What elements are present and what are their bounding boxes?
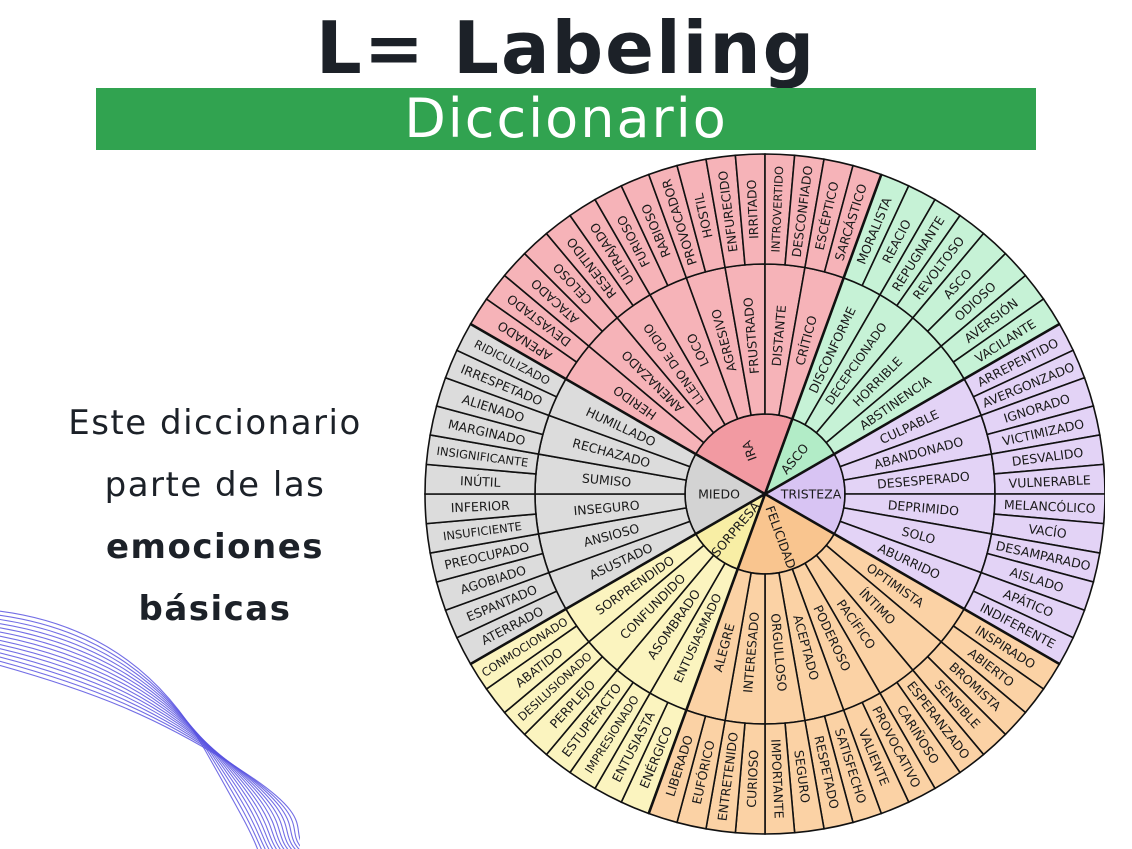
- emotion-group-label: INTERESADO: [740, 611, 762, 693]
- emotion-group-label: INSEGURO: [573, 497, 640, 518]
- wave-line: [0, 664, 300, 841]
- wave-line: [0, 644, 289, 849]
- side-text-bold-2: básicas: [138, 589, 292, 629]
- side-text-bold-1: emociones: [105, 527, 324, 567]
- side-text-line-1: Este diccionario: [68, 403, 362, 443]
- emotion-group-label: SUMISO: [581, 471, 632, 490]
- emotion-leaf-label: SEGURO: [791, 749, 813, 804]
- emotion-core-label: MIEDO: [698, 487, 740, 502]
- emotion-leaf-label: CURIOSO: [744, 749, 762, 808]
- subtitle-banner: Diccionario: [96, 88, 1036, 150]
- wave-line: [0, 623, 270, 849]
- emotion-group-label: FRUSTRADO: [740, 297, 762, 375]
- decorative-wave-lines: [0, 610, 300, 849]
- emotion-separator: [764, 322, 1061, 496]
- side-text-line-2: parte de las: [104, 465, 326, 505]
- emotion-wheel: IRAHERIDOAPENADODEVASTADOAMENAZADOATACAD…: [424, 153, 1105, 835]
- emotion-leaf-label: INFERIOR: [450, 498, 510, 516]
- emotion-separator: [469, 322, 766, 496]
- emotion-separator: [763, 174, 883, 495]
- emotion-leaf-label: INTROVERTIDO: [769, 166, 787, 253]
- emotion-leaf-label: MELANCÓLICO: [1004, 497, 1096, 516]
- emotion-leaf-label: IRRITADO: [744, 179, 762, 239]
- side-description: Este diccionario parte de las emociones …: [40, 392, 390, 640]
- emotion-leaf-vulnerable: [993, 463, 1105, 495]
- emotion-group-label: ORGULLOSO: [768, 613, 790, 693]
- wave-line: [0, 656, 300, 849]
- emotion-core-label: IRA: [739, 438, 760, 463]
- emotion-leaf-label: VULNERABLE: [1008, 472, 1091, 491]
- emotion-separator: [647, 493, 767, 814]
- emotion-leaf-label: INÚTIL: [460, 473, 501, 490]
- emotion-leaf-label: VACÍO: [1028, 521, 1068, 541]
- wave-line: [0, 614, 262, 849]
- emotion-separator: [469, 492, 766, 666]
- emotion-group-label: DISTANTE: [769, 304, 789, 367]
- emotion-separator: [764, 492, 1061, 666]
- emotion-core-label: TRISTEZA: [780, 487, 842, 502]
- page-subtitle: Diccionario: [404, 87, 728, 150]
- emotion-leaf-label: IMPORTANTE: [768, 739, 786, 819]
- page-title: L= Labeling: [315, 6, 817, 90]
- emotion-group-label: DEPRIMIDO: [887, 497, 960, 518]
- wave-line: [0, 619, 266, 849]
